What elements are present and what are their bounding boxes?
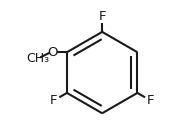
- Text: F: F: [98, 10, 106, 23]
- Text: O: O: [47, 46, 57, 59]
- Text: CH₃: CH₃: [26, 52, 49, 65]
- Text: F: F: [50, 94, 57, 107]
- Text: F: F: [147, 94, 154, 107]
